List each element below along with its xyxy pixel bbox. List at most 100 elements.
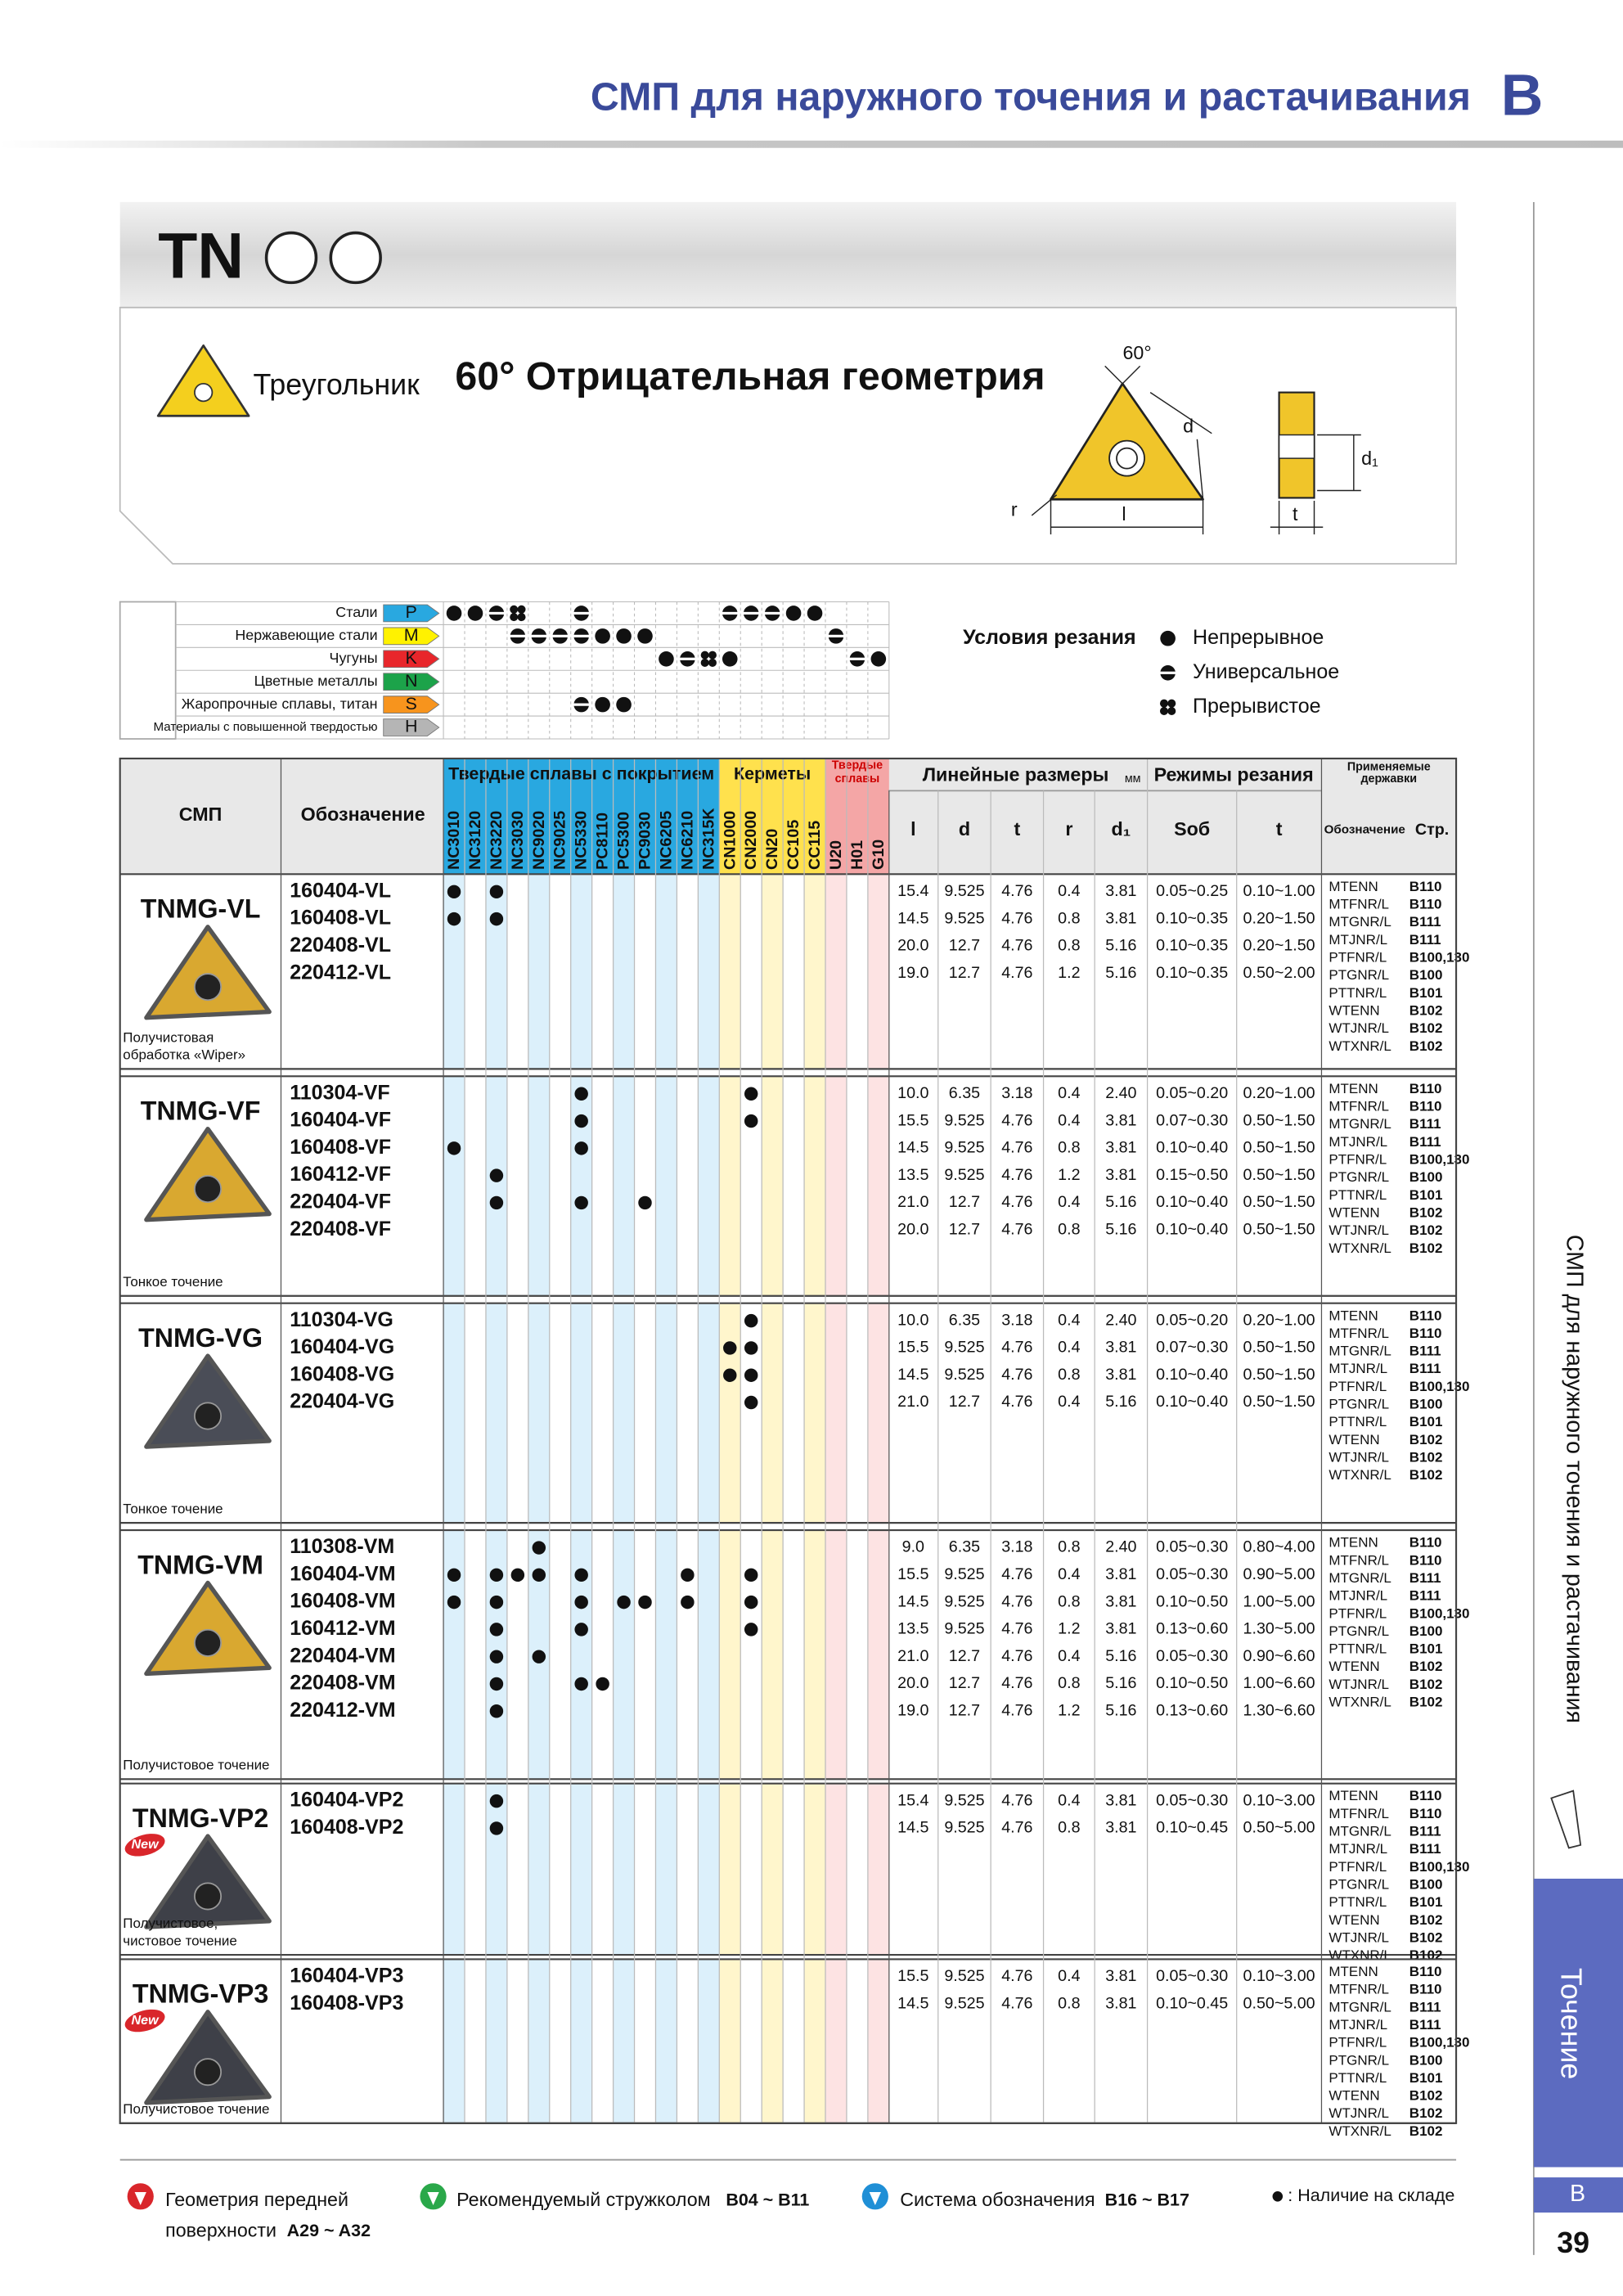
iso-letter: N <box>405 671 418 691</box>
mode-value: 0.05~0.30 <box>1156 1791 1228 1809</box>
mode-value: 0.10~3.00 <box>1243 1967 1315 1985</box>
holder-name: MTGNR/L <box>1329 1116 1391 1132</box>
grade-stripe <box>613 1959 635 2123</box>
stock-dot <box>744 1341 758 1355</box>
shape-name: Треугольник <box>253 368 420 401</box>
dim-value: 3.81 <box>1105 1111 1136 1129</box>
banner-circle <box>329 231 382 285</box>
grade-name: CN1000 <box>721 811 739 870</box>
insert-hole <box>194 1175 223 1204</box>
holder-page: B102 <box>1409 1677 1443 1692</box>
grade-stripe <box>825 1303 847 1524</box>
grade-stripe <box>825 1959 847 2123</box>
dim-value: 14.5 <box>897 909 928 927</box>
holder-name: WTXNR/L <box>1329 1695 1391 1710</box>
dot-part <box>595 696 610 713</box>
stock-dot <box>532 1541 546 1555</box>
grade-group-label: сплавы <box>835 772 880 786</box>
dot-part <box>708 651 717 660</box>
holder-name: MTGNR/L <box>1329 1999 1391 2015</box>
diagram-label: l <box>1122 503 1126 524</box>
holder-page: B110 <box>1409 1308 1442 1323</box>
iso-badge <box>383 673 440 691</box>
dot-part <box>1159 699 1168 708</box>
holder-name: PTTNR/L <box>1329 2070 1387 2086</box>
grade-name: NC9020 <box>530 811 548 870</box>
mode-value: 0.05~0.30 <box>1156 1647 1228 1665</box>
holder-name: WTENN <box>1329 1659 1379 1674</box>
dim-value: 12.7 <box>949 1701 980 1719</box>
holder-page: B101 <box>1409 1894 1443 1910</box>
grade-stripe <box>613 1303 635 1524</box>
dim-value: 9.525 <box>944 1592 984 1610</box>
insert-code: 220404-VF <box>290 1191 391 1213</box>
insert-name: TNMG-VP2 <box>133 1803 268 1833</box>
grade-stripe <box>825 1530 847 1780</box>
stock-dot <box>744 1395 758 1410</box>
grade-stripe <box>485 1303 507 1524</box>
holder-name: MTFNR/L <box>1329 1552 1389 1568</box>
holder-name: MTFNR/L <box>1329 1982 1389 1997</box>
holder-name: MTFNR/L <box>1329 897 1389 912</box>
stock-dot <box>574 1087 588 1101</box>
grade-stripe <box>762 1959 784 2123</box>
insert-image <box>144 925 272 1020</box>
mode-value: 0.10~0.40 <box>1156 1220 1228 1238</box>
stock-dot <box>744 1595 758 1609</box>
insert-code: 220412-VL <box>290 961 391 984</box>
grade-stripe <box>867 1303 889 1524</box>
stock-dot <box>447 1595 461 1609</box>
footer-link-text: поверхности <box>165 2219 276 2240</box>
stock-dot <box>723 1341 737 1355</box>
grade-stripe <box>867 1783 889 1956</box>
dot-part <box>827 634 845 637</box>
stock-dot <box>574 1595 588 1609</box>
dot-part <box>700 651 709 660</box>
dim-value: 5.16 <box>1105 1193 1136 1211</box>
grade-stripe <box>613 1076 635 1296</box>
grade-stripe <box>655 874 677 1069</box>
mode-value: 1.30~6.60 <box>1243 1701 1315 1719</box>
header-insert: СМП <box>179 804 223 825</box>
dim-value: 4.76 <box>1001 1111 1032 1129</box>
grade-stripe <box>719 874 741 1069</box>
insert-code: 220412-VM <box>290 1699 395 1722</box>
stock-dot <box>744 1623 758 1636</box>
holder-page: B102 <box>1409 1240 1443 1256</box>
mode-value: 0.20~1.00 <box>1243 1311 1315 1329</box>
dot-continuous <box>616 628 632 644</box>
dim-header: r <box>1065 818 1072 840</box>
holder-page: B110 <box>1409 1099 1442 1114</box>
holder-name: PTGNR/L <box>1329 967 1389 983</box>
holder-name: MTGNR/L <box>1329 1570 1391 1586</box>
iso-letter: M <box>404 625 419 645</box>
legend-item: Непрерывное <box>1193 626 1324 649</box>
holder-name: WTXNR/L <box>1329 2123 1391 2139</box>
mode-value: 0.20~1.50 <box>1243 909 1315 927</box>
insert-code: 160404-VG <box>290 1335 394 1358</box>
dim-value: 9.525 <box>944 1994 984 2012</box>
stock-dot <box>489 1794 504 1808</box>
dot-universal <box>721 606 739 621</box>
dim-value: 20.0 <box>897 1220 928 1238</box>
dim-value: 2.40 <box>1105 1084 1136 1102</box>
grade-stripe <box>762 1783 784 1956</box>
banner-code: TN <box>158 219 244 291</box>
sidebar-letter-box <box>1533 2177 1623 2213</box>
holder-name: PTFNR/L <box>1329 950 1387 966</box>
insert-note: чистовое точение <box>123 1933 237 1948</box>
footer-icon-arrow <box>427 2191 439 2206</box>
mode-value: 0.50~2.00 <box>1243 964 1315 982</box>
holder-name: PTTNR/L <box>1329 985 1387 1001</box>
mode-header: t <box>1276 818 1283 840</box>
holder-page: B102 <box>1409 1467 1443 1483</box>
dot-part <box>700 658 709 667</box>
grade-name: PC5300 <box>615 812 633 870</box>
grade-stripe <box>528 1076 550 1296</box>
dim-value: 3.81 <box>1105 1994 1136 2012</box>
insert-name: TNMG-VL <box>141 894 261 924</box>
grade-stripe <box>825 874 847 1069</box>
holder-page: B110 <box>1409 879 1442 894</box>
insert-note: Получистовое точение <box>123 2101 269 2117</box>
